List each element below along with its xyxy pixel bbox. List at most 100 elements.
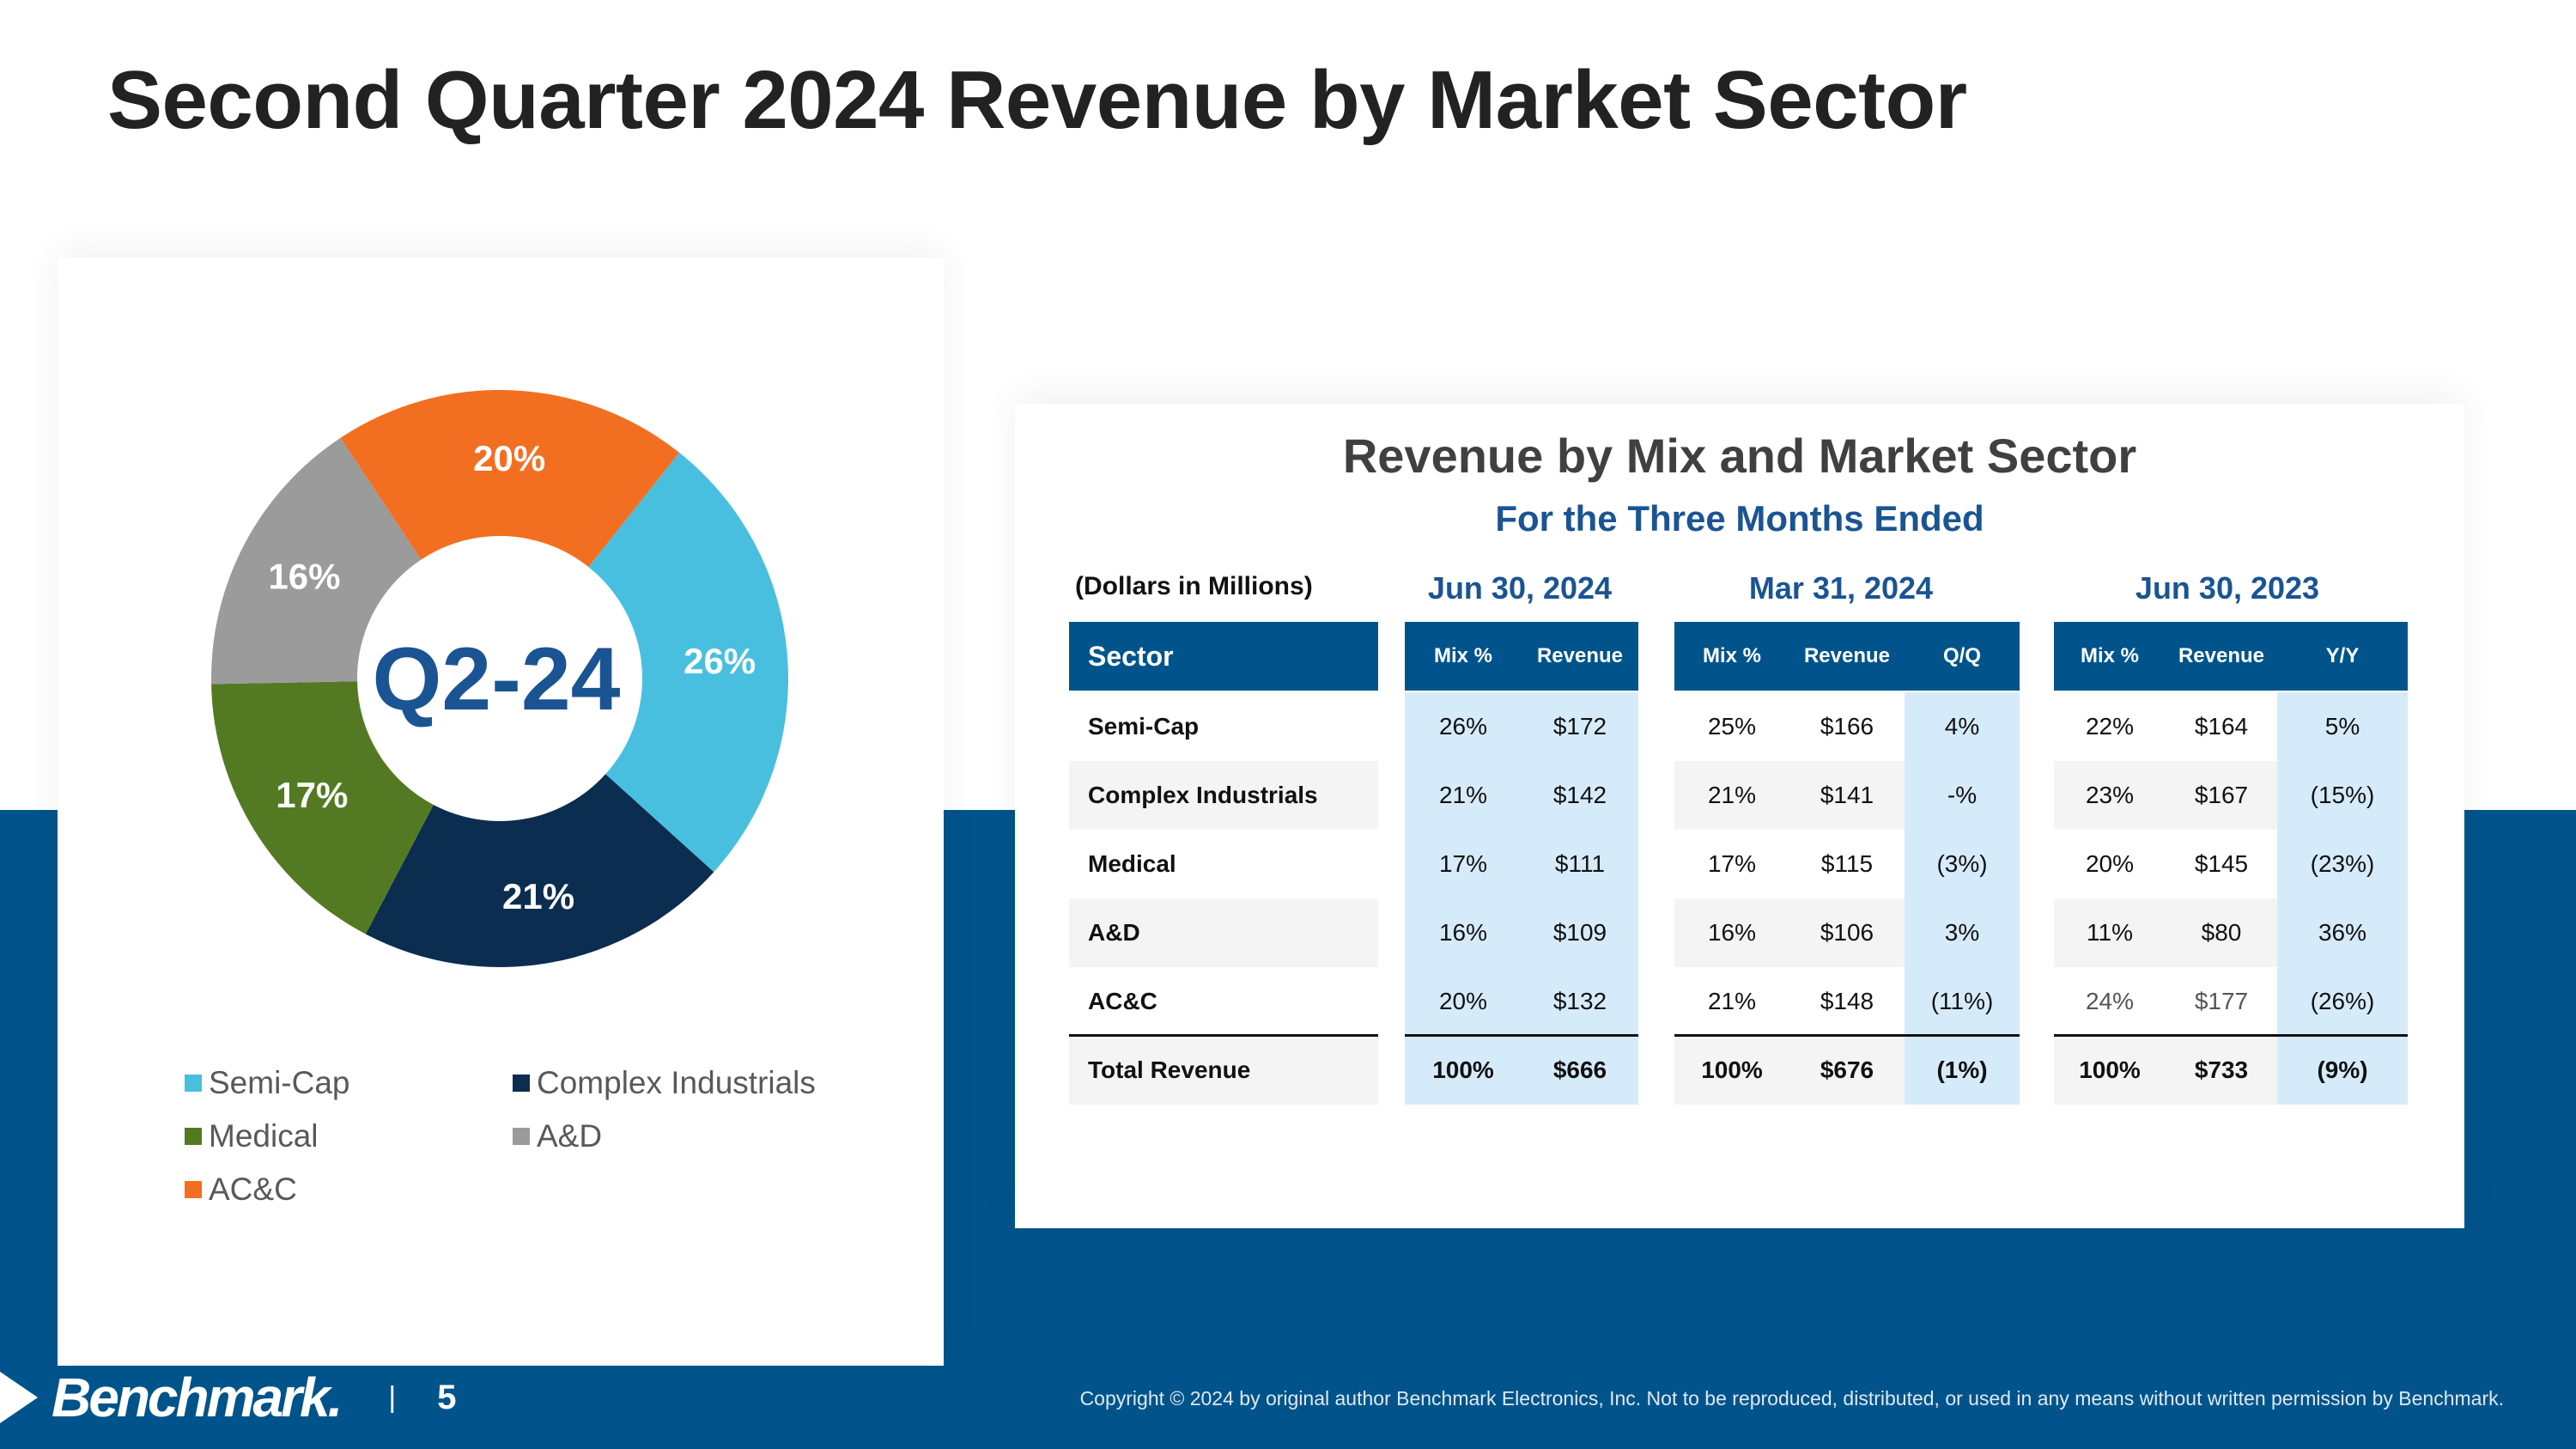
legend-swatch (185, 1075, 202, 1092)
table-cell: $164 (2194, 713, 2249, 740)
table-cell: 25% (1707, 713, 1757, 740)
total-rule (1069, 1034, 1378, 1037)
donut-card: 26% 21% 17% 16% 20% Q2-24 Semi-Cap Complex Ind… (58, 258, 944, 1366)
row-sector-label: Complex Industrials (1069, 761, 1378, 830)
page-number: 5 (437, 1378, 457, 1416)
slice-label: 26% (683, 641, 756, 681)
table-cell: 100% (1674, 1036, 1789, 1105)
donut-slice-semi-cap (588, 453, 788, 873)
legend-label: Semi-Cap (209, 1065, 350, 1100)
table-card: Revenue by Mix and Market Sector For the… (1015, 404, 2464, 1228)
table-cell: (9%) (2277, 1036, 2408, 1105)
donut-slice-a-d (211, 437, 422, 685)
row-sector-label: Total Revenue (1069, 1036, 1378, 1105)
header-y-y: Y/Y (2277, 622, 2408, 691)
footer-brand: Benchmark. | 5 (0, 1366, 456, 1429)
header-q-q: Q/Q (1905, 622, 2020, 691)
header-sector: Sector (1069, 622, 1378, 691)
row-sector-label: Medical (1088, 850, 1176, 877)
table-subtitle: For the Three Months Ended (1495, 498, 1984, 539)
legend-swatch (513, 1128, 530, 1145)
row-sector-label: AC&C (1088, 988, 1157, 1014)
header-mix-: Mix % (2054, 622, 2166, 691)
slice-label: 20% (473, 438, 545, 478)
table-cell: 5% (2277, 692, 2408, 761)
slice-label: 21% (502, 876, 574, 916)
header-mix-: Mix % (1405, 622, 1522, 691)
table-cell: (1%) (1905, 1036, 2020, 1105)
table-cell: $145 (2194, 850, 2249, 877)
table-cell: (23%) (2277, 830, 2408, 898)
total-rule (1405, 1034, 1638, 1037)
table-cell: (11%) (1905, 967, 2020, 1036)
header-revenue: Revenue (2166, 622, 2277, 691)
copyright-text: Copyright © 2024 by original author Benc… (1079, 1387, 2504, 1409)
legend-label: A&D (537, 1118, 603, 1154)
donut-slice-medical (211, 681, 434, 935)
table-cell: 4% (1905, 692, 2020, 761)
table-cell: -% (1905, 761, 2020, 830)
donut-slice-complex-industrials (365, 774, 714, 967)
table-cell: 36% (2277, 898, 2408, 967)
table-cell: 100% (1405, 1036, 1522, 1105)
table-cell: 22% (2085, 713, 2135, 740)
legend-item: Semi-Cap (185, 1065, 350, 1101)
table-cell: $111 (1522, 830, 1638, 898)
total-rule (2054, 1034, 2408, 1037)
legend-label: AC&C (209, 1172, 297, 1207)
header-mix-: Mix % (1674, 622, 1789, 691)
table-cell: (15%) (2277, 761, 2408, 830)
legend-swatch (513, 1075, 530, 1092)
table-cell: (3%) (1905, 830, 2020, 898)
table-cell: 100% (2054, 1036, 2166, 1105)
period-header: Mar 31, 2024 (1748, 570, 1934, 606)
table-cell: 17% (1405, 830, 1522, 898)
donut-slice-ac-c (340, 390, 680, 568)
table-cell: $167 (2166, 761, 2277, 830)
legend-item: A&D (513, 1118, 602, 1154)
table-cell: 3% (1905, 898, 2020, 967)
legend-swatch (185, 1128, 202, 1145)
table-cell: 23% (2054, 761, 2166, 830)
table-cell: $142 (1522, 761, 1638, 830)
table-cell: 20% (2085, 850, 2135, 877)
table-cell: 21% (1707, 988, 1757, 1014)
row-sector-label: A&D (1069, 898, 1378, 967)
total-rule (1674, 1034, 2020, 1037)
table-cell: 20% (1405, 967, 1522, 1036)
table-cell: $733 (2166, 1036, 2277, 1105)
donut-chart: 26% 21% 17% 16% 20% Q2-24 (211, 390, 788, 967)
period-header: Jun 30, 2024 (1427, 570, 1613, 606)
table-title: Revenue by Mix and Market Sector (1342, 429, 2137, 483)
row-sector-label: Semi-Cap (1088, 713, 1200, 740)
legend-item: Medical (185, 1118, 319, 1154)
table-cell: $115 (1820, 850, 1874, 877)
table-cell: 21% (1674, 761, 1789, 830)
legend-item: AC&C (185, 1172, 297, 1208)
table-cell: $177 (2194, 988, 2249, 1014)
table-cell: $109 (1522, 898, 1638, 967)
footer-separator: | (388, 1380, 397, 1414)
page-title: Second Quarter 2024 Revenue by Market Se… (107, 54, 1967, 146)
slice-label: 17% (276, 775, 348, 815)
table-cell: 16% (1674, 898, 1789, 967)
units-note: (Dollars in Millions) (1075, 572, 1313, 600)
table-cell: (26%) (2277, 967, 2408, 1036)
table-cell: $80 (2166, 898, 2277, 967)
table-cell: 26% (1405, 692, 1522, 761)
header-revenue: Revenue (1789, 622, 1905, 691)
slice-label: 16% (268, 557, 340, 597)
table-cell: 17% (1707, 850, 1757, 877)
table-cell: $676 (1789, 1036, 1905, 1105)
table-cell: $666 (1522, 1036, 1638, 1105)
table-cell: $172 (1522, 692, 1638, 761)
table-cell: 24% (2085, 988, 2135, 1014)
table-cell: 11% (2054, 898, 2166, 967)
chevron-logo-icon (0, 1372, 38, 1423)
table-cell: 21% (1405, 761, 1522, 830)
table-cell: $166 (1820, 713, 1874, 740)
table-cell: $106 (1789, 898, 1905, 967)
table-cell: $148 (1820, 988, 1874, 1014)
table-cell: $132 (1522, 967, 1638, 1036)
header-revenue: Revenue (1522, 622, 1638, 691)
